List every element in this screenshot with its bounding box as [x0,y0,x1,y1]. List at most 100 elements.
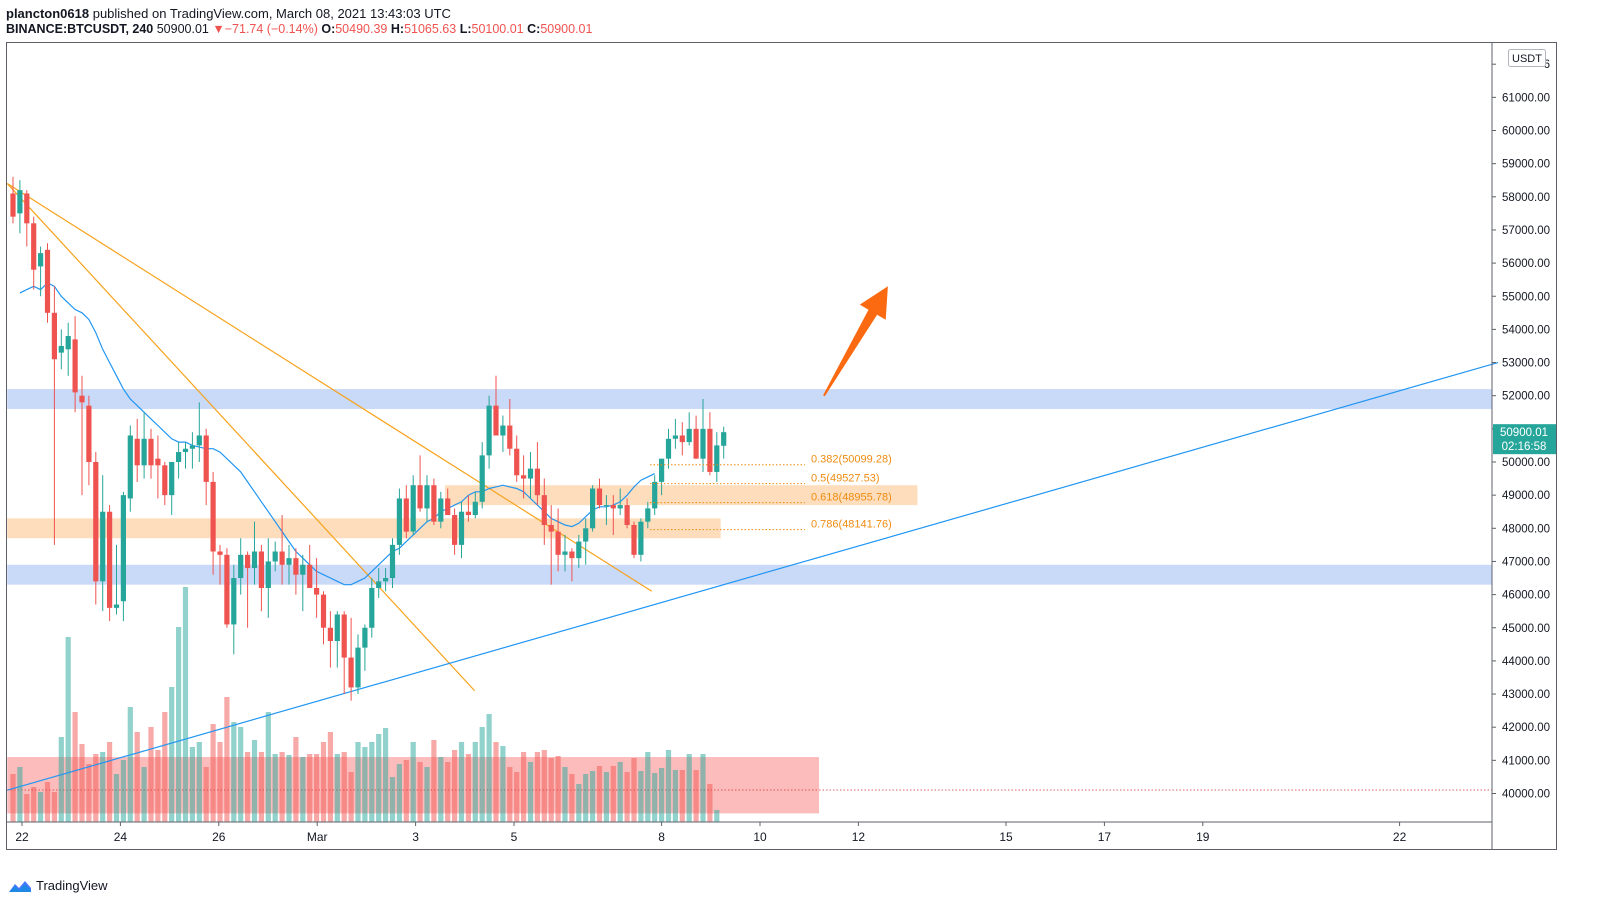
candle [279,515,285,585]
candle-body [265,561,271,588]
candle [417,455,423,512]
candle-body [196,435,202,446]
candle [127,425,133,512]
fib-label: 0.618(48955.78) [811,492,892,504]
candle [438,491,444,529]
candle [721,426,727,459]
volume-bar [107,742,113,822]
candle [383,568,389,592]
candle-body [231,578,237,625]
volume-bar [169,687,175,822]
volume-bar [403,760,409,822]
x-tick-label: 10 [753,830,767,844]
fib-levels: 0.382(50099.28) 0.5(49527.53) 0.618(48955.… [650,454,892,531]
candle-body [258,551,264,588]
trendline-orange-0 [6,183,476,692]
candle [376,568,382,598]
candle [500,415,506,453]
volume-bar [93,754,99,822]
volume-bar [583,774,589,822]
volume-bar [355,742,361,822]
volume-bar [210,724,216,822]
candle [638,518,644,562]
candle-body [348,657,354,688]
candle-body [707,428,713,472]
candle [486,395,492,469]
candle-body [714,445,720,472]
candle [445,488,451,516]
low-label: L: [459,22,472,36]
candle [51,286,57,545]
candle [617,488,623,516]
candle [176,442,182,479]
candle-body [583,528,589,542]
candle-body [86,405,92,462]
candle [293,548,299,595]
change-value: −71.74 (−0.14%) [224,22,318,36]
plot-frame [6,42,1557,850]
candle-body [458,511,465,545]
candle-body [162,465,168,496]
volume-bar [217,742,223,822]
volume-bar [493,742,499,822]
y-tick-label: 50000.00 [1502,457,1550,469]
candle [286,544,292,585]
candle [245,551,251,628]
candle [251,521,258,585]
candle-body [603,505,609,507]
symbol-label[interactable]: BINANCE:BTCUSDT, 240 [6,22,154,36]
candle [44,243,51,323]
candle-body [334,614,340,642]
candle-body [176,452,182,462]
volume-bar [272,754,278,822]
candle-body [272,551,278,562]
published-text: published on TradingView.com, March 08, … [92,6,451,21]
candle [31,216,37,290]
candle-body [610,505,616,509]
x-axis: 22 24 26 Mar 3 5 8 10 12 15 17 19 22 [15,822,1407,844]
volume-bar [300,757,306,822]
currency-badge: USDT [1508,49,1546,67]
volume-bar [383,728,389,822]
candle [596,478,603,509]
candle-body [217,551,223,555]
candle [38,246,44,297]
candle [431,478,437,525]
volume-bar [224,697,230,822]
y-tick-label: 55000.00 [1502,291,1550,303]
volume-bar [424,767,430,822]
candle-body [472,501,478,516]
volume-bar [700,754,706,822]
volume-bar [465,754,471,822]
y-tick-label: 47000.00 [1502,556,1550,568]
candle-body [514,448,520,476]
candle-body [238,554,244,579]
volume-bar [51,792,57,822]
candle [10,176,16,224]
volume-bar [58,737,64,822]
candle [134,418,140,482]
volume-bar [100,752,106,822]
footer[interactable]: TradingView [8,878,108,893]
volume-bar [472,742,478,822]
footer-brand: TradingView [36,878,108,893]
candle [79,375,85,496]
volume-bar [327,732,333,822]
candle-body [58,345,64,353]
candle [396,488,402,555]
candle [555,508,561,572]
volume-bar [596,766,603,822]
candle-body [590,488,596,529]
candle [693,415,699,459]
volume-bar [389,777,396,822]
y-tick-label: 54000.00 [1502,324,1550,336]
volume-bar [569,774,575,822]
candle-body [541,495,547,525]
candle [610,495,616,535]
candle-body [383,578,389,582]
author[interactable]: plancton0618 [6,6,90,21]
candle [700,399,706,472]
x-tick-label: 8 [658,830,665,844]
candle [258,544,264,612]
